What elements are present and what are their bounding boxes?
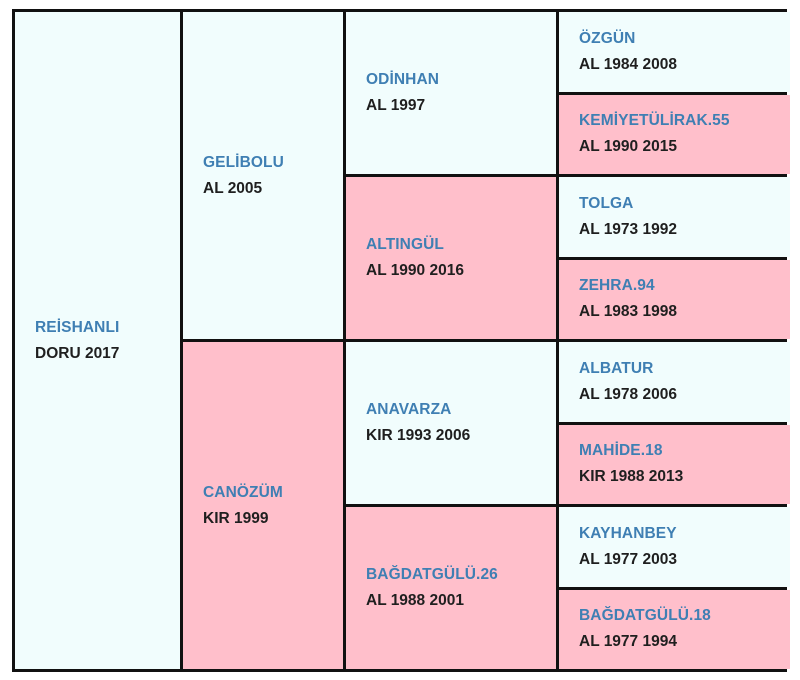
pedigree-cell-gen4: ÖZGÜN AL 1984 2008 (559, 12, 790, 92)
pedigree-table: REİSHANLI DORU 2017 GELİBOLU AL 2005 CAN… (12, 9, 790, 672)
pedigree-cell-horse: REİSHANLI DORU 2017 (15, 12, 180, 669)
horse-name-link[interactable]: ALTINGÜL (366, 236, 444, 253)
horse-name-link[interactable]: MAHİDE.18 (579, 442, 663, 460)
horse-info: AL 1997 (366, 97, 426, 114)
horse-name-link[interactable]: TOLGA (579, 194, 634, 212)
horse-name-link[interactable]: BAĞDATGÜLÜ.18 (579, 607, 711, 625)
horse-name-link[interactable]: KEMİYETÜLİRAK.55 (579, 112, 730, 130)
pedigree-cell-dam-dam: BAĞDATGÜLÜ.26 AL 1988 2001 (346, 507, 556, 669)
horse-name-link[interactable]: ANAVARZA (366, 401, 452, 418)
pedigree-cell-gen4: BAĞDATGÜLÜ.18 AL 1977 1994 (559, 589, 790, 669)
horse-info: AL 1973 1992 (579, 220, 677, 238)
horse-info: KIR 1993 2006 (366, 427, 471, 444)
pedigree-cell-gen4: KEMİYETÜLİRAK.55 AL 1990 2015 (559, 94, 790, 174)
horse-name-link[interactable]: CANÖZÜM (203, 483, 283, 501)
pedigree-cell-gen4: ALBATUR AL 1978 2006 (559, 342, 790, 422)
horse-name-link[interactable]: ODİNHAN (366, 71, 440, 88)
horse-info: AL 1988 2001 (366, 592, 464, 609)
pedigree-cell-gen4: MAHİDE.18 KIR 1988 2013 (559, 424, 790, 504)
horse-info: AL 1977 2003 (579, 550, 677, 568)
horse-info: AL 1984 2008 (579, 55, 677, 73)
pedigree-cell-gen4: ZEHRA.94 AL 1983 1998 (559, 259, 790, 339)
pedigree-cell-dam-sire: ANAVARZA KIR 1993 2006 (346, 342, 556, 504)
horse-info: AL 1990 2016 (366, 262, 464, 279)
pedigree-cell-sire: GELİBOLU AL 2005 (183, 12, 343, 339)
pedigree-cell-sire-dam: ALTINGÜL AL 1990 2016 (346, 177, 556, 339)
horse-info: KIR 1988 2013 (579, 468, 684, 486)
horse-name-link[interactable]: GELİBOLU (203, 153, 284, 171)
horse-name-link[interactable]: BAĞDATGÜLÜ.26 (366, 566, 498, 583)
horse-name-link[interactable]: REİSHANLI (35, 318, 120, 336)
horse-name-link[interactable]: ZEHRA.94 (579, 277, 655, 295)
horse-info: AL 1978 2006 (579, 385, 677, 403)
horse-name-link[interactable]: ÖZGÜN (579, 29, 636, 47)
horse-name-link[interactable]: KAYHANBEY (579, 524, 677, 542)
horse-info: AL 2005 (203, 179, 263, 197)
horse-name-link[interactable]: ALBATUR (579, 359, 654, 377)
pedigree-cell-dam: CANÖZÜM KIR 1999 (183, 342, 343, 669)
horse-info: KIR 1999 (203, 509, 269, 527)
horse-info: AL 1990 2015 (579, 138, 677, 156)
horse-info: DORU 2017 (35, 344, 120, 362)
pedigree-cell-sire-sire: ODİNHAN AL 1997 (346, 12, 556, 174)
pedigree-cell-gen4: TOLGA AL 1973 1992 (559, 177, 790, 257)
horse-info: AL 1977 1994 (579, 633, 677, 651)
pedigree-cell-gen4: KAYHANBEY AL 1977 2003 (559, 507, 790, 587)
horse-info: AL 1983 1998 (579, 303, 677, 321)
